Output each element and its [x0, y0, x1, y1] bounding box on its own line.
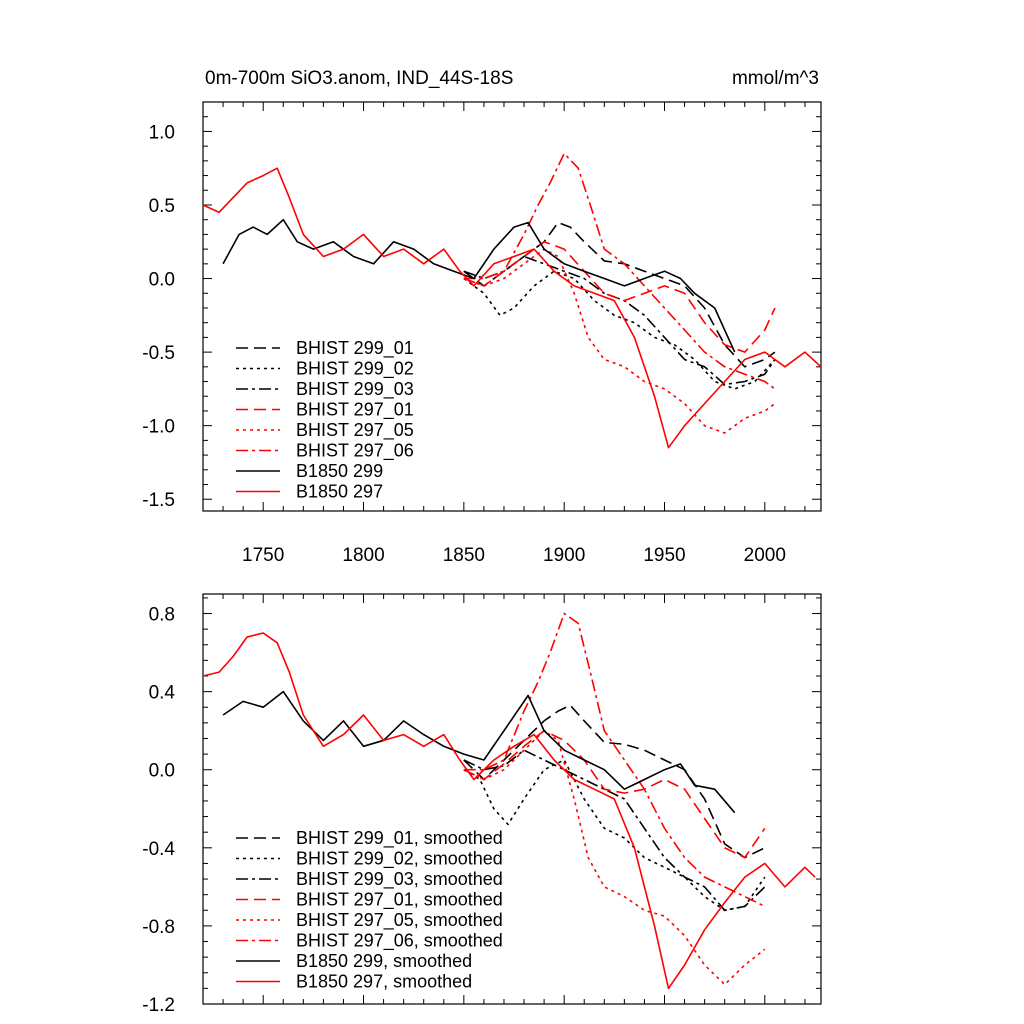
series-line [463, 704, 766, 859]
x-tick-label: 1750 [242, 545, 284, 566]
legend-label: BHIST 299_01 [296, 338, 414, 359]
legend-label: B1850 297, smoothed [296, 972, 472, 992]
x-tick-label: 1950 [643, 545, 685, 566]
legend-label: B1850 299, smoothed [296, 951, 472, 971]
y-tick-label: 0.5 [149, 196, 175, 217]
series-line [463, 759, 766, 912]
legend-label: B1850 299 [296, 461, 383, 481]
series-line [463, 241, 776, 353]
y-tick-label: 0.8 [149, 605, 175, 626]
legend-label: BHIST 297_05 [296, 420, 414, 441]
series-line [463, 749, 766, 912]
y-tick-label: -0.8 [142, 917, 175, 938]
legend-label: B1850 297 [296, 482, 383, 502]
plot-frame [202, 101, 822, 512]
x-tick-label: 1800 [342, 545, 384, 566]
y-tick-label: -1.2 [142, 995, 175, 1016]
y-tick-label: -0.5 [142, 343, 175, 364]
series-line [463, 248, 776, 434]
legend-label: BHIST 299_01, smoothed [296, 828, 503, 849]
y-tick-label: 0.0 [149, 270, 175, 291]
series-line [463, 270, 776, 390]
y-tick-label: 0.0 [149, 761, 175, 782]
y-tick-label: -1.0 [142, 417, 175, 438]
y-tick-label: 1.0 [149, 122, 175, 143]
legend-label: BHIST 297_01 [296, 400, 414, 421]
x-tick-label: 2000 [744, 545, 786, 566]
y-tick-label: -1.5 [142, 490, 175, 511]
x-tick-label: 1900 [543, 545, 585, 566]
legend-label: BHIST 297_06, smoothed [296, 931, 503, 952]
series-line [463, 221, 776, 368]
series-line [463, 152, 776, 390]
series-line [463, 612, 766, 908]
x-tick-label: 1850 [443, 545, 485, 566]
legend-label: BHIST 299_02 [296, 359, 414, 380]
y-tick-label: 0.4 [149, 683, 176, 704]
y-tick-label: -0.4 [142, 839, 175, 860]
series-line [202, 167, 822, 449]
legend-label: BHIST 297_06 [296, 441, 414, 462]
legend-label: BHIST 299_03, smoothed [296, 869, 503, 890]
series-line [463, 729, 766, 859]
legend-label: BHIST 299_02, smoothed [296, 849, 503, 870]
chart-title: 0m-700m SiO3.anom, IND_44S-18S [205, 68, 513, 89]
top-panel: 1750 1800 1850 1900 1950 2000 1.0 0.5 0.0 -0.5 -1.… [142, 101, 822, 566]
plot-frame [202, 593, 822, 1005]
series-line [202, 632, 816, 990]
bottom-panel: 0.8 0.4 0.0 -0.4 -0.8 -1.2 BHIST 299_01, smoot… [142, 593, 822, 1016]
legend-label: BHIST 297_01, smoothed [296, 890, 503, 911]
series-line [222, 690, 736, 814]
legend-label: BHIST 297_05, smoothed [296, 910, 503, 931]
series-line [222, 218, 736, 353]
chart-units: mmol/m^3 [732, 68, 819, 89]
series-line [463, 729, 766, 986]
legend-label: BHIST 299_03 [296, 379, 414, 400]
